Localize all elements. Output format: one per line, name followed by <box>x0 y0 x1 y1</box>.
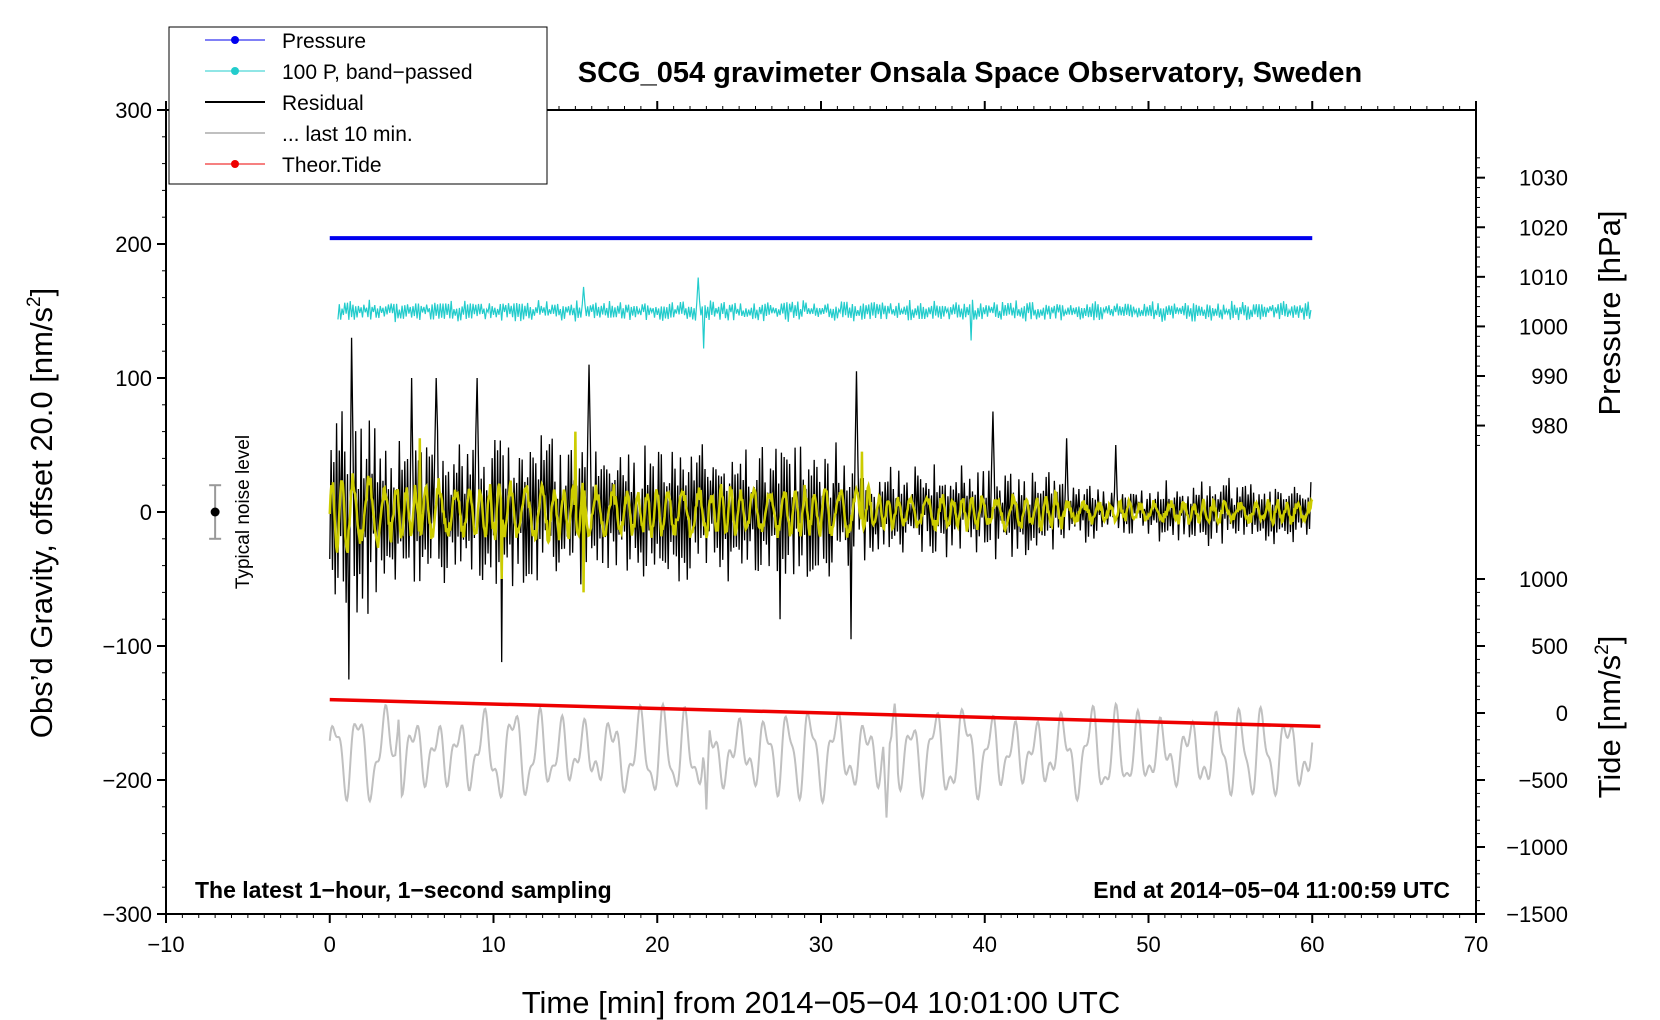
y-pressure-axis-ticks: 1030 1020 1010 1000 990 980 <box>1476 157 1568 446</box>
y-pressure-tick-label: 990 <box>1531 364 1568 389</box>
y-left-axis-title-end: ] <box>24 288 59 297</box>
y-left-tick-label: 200 <box>115 232 152 257</box>
x-tick-label: 30 <box>809 932 833 957</box>
x-tick-label: 40 <box>973 932 997 957</box>
y-tide-tick-label: −1500 <box>1506 902 1568 927</box>
series-last-10-min <box>328 701 1314 818</box>
noise-label: Typical noise level <box>233 435 254 589</box>
y-left-axis-title-sup: 2 <box>24 296 45 307</box>
legend-label: 100 P, band−passed <box>282 61 473 84</box>
x-tick-label: −10 <box>147 932 184 957</box>
legend-items: Pressure 100 P, band−passed Residual ... la… <box>205 30 473 177</box>
y-tide-tick-label: −500 <box>1518 768 1568 793</box>
x-tick-label: 70 <box>1464 932 1488 957</box>
sampling-annotation: The latest 1−hour, 1−second sampling <box>195 877 612 903</box>
y-tide-axis-ticks: 1000 500 0 −500 −1000 −1500 <box>1476 567 1568 927</box>
y-pressure-axis-title: Pressure [hPa] <box>1592 210 1627 415</box>
x-axis-ticks: −10 0 10 20 30 40 50 60 70 <box>147 101 1488 957</box>
y-left-tick-label: 0 <box>140 500 152 525</box>
y-tide-axis-title-end: ] <box>1592 636 1627 645</box>
y-left-tick-label: −100 <box>102 634 152 659</box>
y-pressure-tick-label: 1010 <box>1519 265 1568 290</box>
y-tide-tick-label: 1000 <box>1519 567 1568 592</box>
legend-label: Pressure <box>282 30 366 53</box>
x-tick-label: 10 <box>481 932 505 957</box>
y-tide-tick-label: 0 <box>1556 701 1568 726</box>
y-left-axis-title-main: Obs’d Gravity, offset 20.0 [nm/s <box>24 307 59 738</box>
legend-label: Residual <box>282 92 364 115</box>
y-pressure-tick-label: 1020 <box>1519 215 1568 240</box>
series-residual-band-passed <box>328 431 1314 593</box>
y-tide-axis-title: Tide [nm/s2] <box>1592 636 1627 799</box>
y-left-tick-label: 100 <box>115 366 152 391</box>
y-tide-axis-title-sup: 2 <box>1592 644 1613 655</box>
legend-label: Theor.Tide <box>282 154 382 177</box>
legend-marker <box>231 160 239 168</box>
legend-label: ... last 10 min. <box>282 123 413 146</box>
x-tick-label: 50 <box>1136 932 1160 957</box>
series-theor-tide <box>329 697 1321 729</box>
x-tick-label: 20 <box>645 932 669 957</box>
legend-box <box>168 26 548 185</box>
y-left-tick-label: −300 <box>102 902 152 927</box>
y-tide-axis-title-main: Tide [nm/s <box>1592 655 1627 799</box>
x-tick-label: 0 <box>324 932 336 957</box>
y-tide-tick-label: −1000 <box>1506 835 1568 860</box>
y-pressure-tick-label: 1030 <box>1519 166 1568 191</box>
y-left-tick-label: −200 <box>102 768 152 793</box>
x-axis-title: Time [min] from 2014−05−04 10:01:00 UTC <box>522 985 1121 1020</box>
legend: Pressure 100 P, band−passed Residual ... la… <box>168 26 548 185</box>
legend-marker <box>231 36 239 44</box>
y-tide-tick-label: 500 <box>1531 634 1568 659</box>
end-time-annotation: End at 2014−05−04 11:00:59 UTC <box>1093 877 1450 903</box>
noise-indicator: Typical noise level <box>209 435 254 589</box>
y-left-tick-label: 300 <box>115 98 152 123</box>
chart-title: SCG_054 gravimeter Onsala Space Observat… <box>578 57 1362 89</box>
y-pressure-tick-label: 1000 <box>1519 314 1568 339</box>
y-left-axis-title: Obs’d Gravity, offset 20.0 [nm/s2] <box>24 288 59 739</box>
series-100p-band-passed <box>337 277 1312 349</box>
y-pressure-tick-label: 980 <box>1531 414 1568 439</box>
noise-dot <box>210 507 220 517</box>
legend-marker <box>231 67 239 75</box>
x-tick-label: 60 <box>1300 932 1324 957</box>
y-left-axis-ticks: 300 200 100 0 −100 −200 −300 <box>102 98 166 927</box>
series-layer <box>328 236 1321 818</box>
